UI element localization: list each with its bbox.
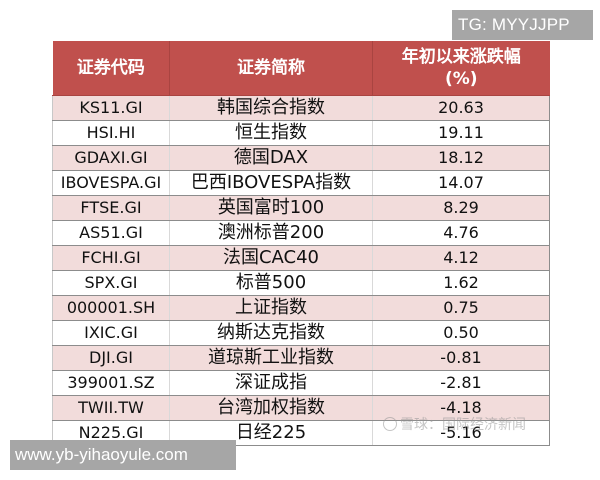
cell-code: FTSE.GI <box>52 195 170 221</box>
table-row: IXIC.GI 纳斯达克指数 0.50 <box>52 320 550 346</box>
table-row: N225.GI 日经225 -5.16 <box>52 420 550 446</box>
cell-code: KS11.GI <box>52 95 170 121</box>
index-performance-table: 证券代码 证券简称 年初以来涨跌幅 (%) KS11.GI 韩国综合指数 20.… <box>52 41 550 446</box>
header-ytd-change-line2: (%) <box>444 69 478 89</box>
table-row: IBOVESPA.GI 巴西IBOVESPA指数 14.07 <box>52 170 550 196</box>
cell-code: FCHI.GI <box>52 245 170 271</box>
cell-name: 韩国综合指数 <box>169 95 373 121</box>
cell-change: 14.07 <box>372 170 550 196</box>
cell-change: 8.29 <box>372 195 550 221</box>
table-row: FTSE.GI 英国富时100 8.29 <box>52 195 550 221</box>
table-row: HSI.HI 恒生指数 19.11 <box>52 120 550 146</box>
table-row: FCHI.GI 法国CAC40 4.12 <box>52 245 550 271</box>
cell-code: IXIC.GI <box>52 320 170 346</box>
cell-change: -2.81 <box>372 370 550 396</box>
cell-change: -5.16 <box>372 420 550 446</box>
table-row: GDAXI.GI 德国DAX 18.12 <box>52 145 550 171</box>
cell-code: DJI.GI <box>52 345 170 371</box>
cell-change: 4.76 <box>372 220 550 246</box>
table-row: AS51.GI 澳洲标普200 4.76 <box>52 220 550 246</box>
cell-change: 1.62 <box>372 270 550 296</box>
cell-change: 19.11 <box>372 120 550 146</box>
cell-name: 法国CAC40 <box>169 245 373 271</box>
cell-code: AS51.GI <box>52 220 170 246</box>
table-row: DJI.GI 道琼斯工业指数 -0.81 <box>52 345 550 371</box>
cell-name: 道琼斯工业指数 <box>169 345 373 371</box>
cell-name: 深证成指 <box>169 370 373 396</box>
header-ytd-change-line1: 年初以来涨跌幅 <box>401 47 521 67</box>
header-security-code: 证券代码 <box>52 41 170 96</box>
table-header: 证券代码 证券简称 年初以来涨跌幅 (%) <box>52 41 550 96</box>
cell-name: 上证指数 <box>169 295 373 321</box>
tg-watermark-badge: TG: MYYJJPP <box>452 10 593 40</box>
table-body: KS11.GI 韩国综合指数 20.63 HSI.HI 恒生指数 19.11 G… <box>52 95 550 446</box>
cell-change: 4.12 <box>372 245 550 271</box>
url-watermark-badge: www.yb-yihaoyule.com <box>10 440 236 470</box>
cell-name: 标普500 <box>169 270 373 296</box>
cell-name: 台湾加权指数 <box>169 395 373 421</box>
table-row: 000001.SH 上证指数 0.75 <box>52 295 550 321</box>
cell-change: 20.63 <box>372 95 550 121</box>
cell-code: SPX.GI <box>52 270 170 296</box>
table-row: KS11.GI 韩国综合指数 20.63 <box>52 95 550 121</box>
cell-name: 纳斯达克指数 <box>169 320 373 346</box>
table-row: 399001.SZ 深证成指 -2.81 <box>52 370 550 396</box>
index-performance-table-container: 证券代码 证券简称 年初以来涨跌幅 (%) KS11.GI 韩国综合指数 20.… <box>52 41 550 446</box>
table-row: SPX.GI 标普500 1.62 <box>52 270 550 296</box>
table-row: TWII.TW 台湾加权指数 -4.18 <box>52 395 550 421</box>
cell-change: 18.12 <box>372 145 550 171</box>
cell-change: -0.81 <box>372 345 550 371</box>
cell-code: 000001.SH <box>52 295 170 321</box>
cell-name: 德国DAX <box>169 145 373 171</box>
cell-code: GDAXI.GI <box>52 145 170 171</box>
cell-code: IBOVESPA.GI <box>52 170 170 196</box>
cell-name: 英国富时100 <box>169 195 373 221</box>
cell-change: -4.18 <box>372 395 550 421</box>
cell-change: 0.75 <box>372 295 550 321</box>
cell-name: 恒生指数 <box>169 120 373 146</box>
cell-code: HSI.HI <box>52 120 170 146</box>
cell-code: TWII.TW <box>52 395 170 421</box>
cell-name: 巴西IBOVESPA指数 <box>169 170 373 196</box>
cell-code: 399001.SZ <box>52 370 170 396</box>
header-ytd-change: 年初以来涨跌幅 (%) <box>372 41 550 96</box>
header-security-name: 证券简称 <box>169 41 373 96</box>
header-row: 证券代码 证券简称 年初以来涨跌幅 (%) <box>52 41 550 96</box>
cell-change: 0.50 <box>372 320 550 346</box>
cell-name: 澳洲标普200 <box>169 220 373 246</box>
